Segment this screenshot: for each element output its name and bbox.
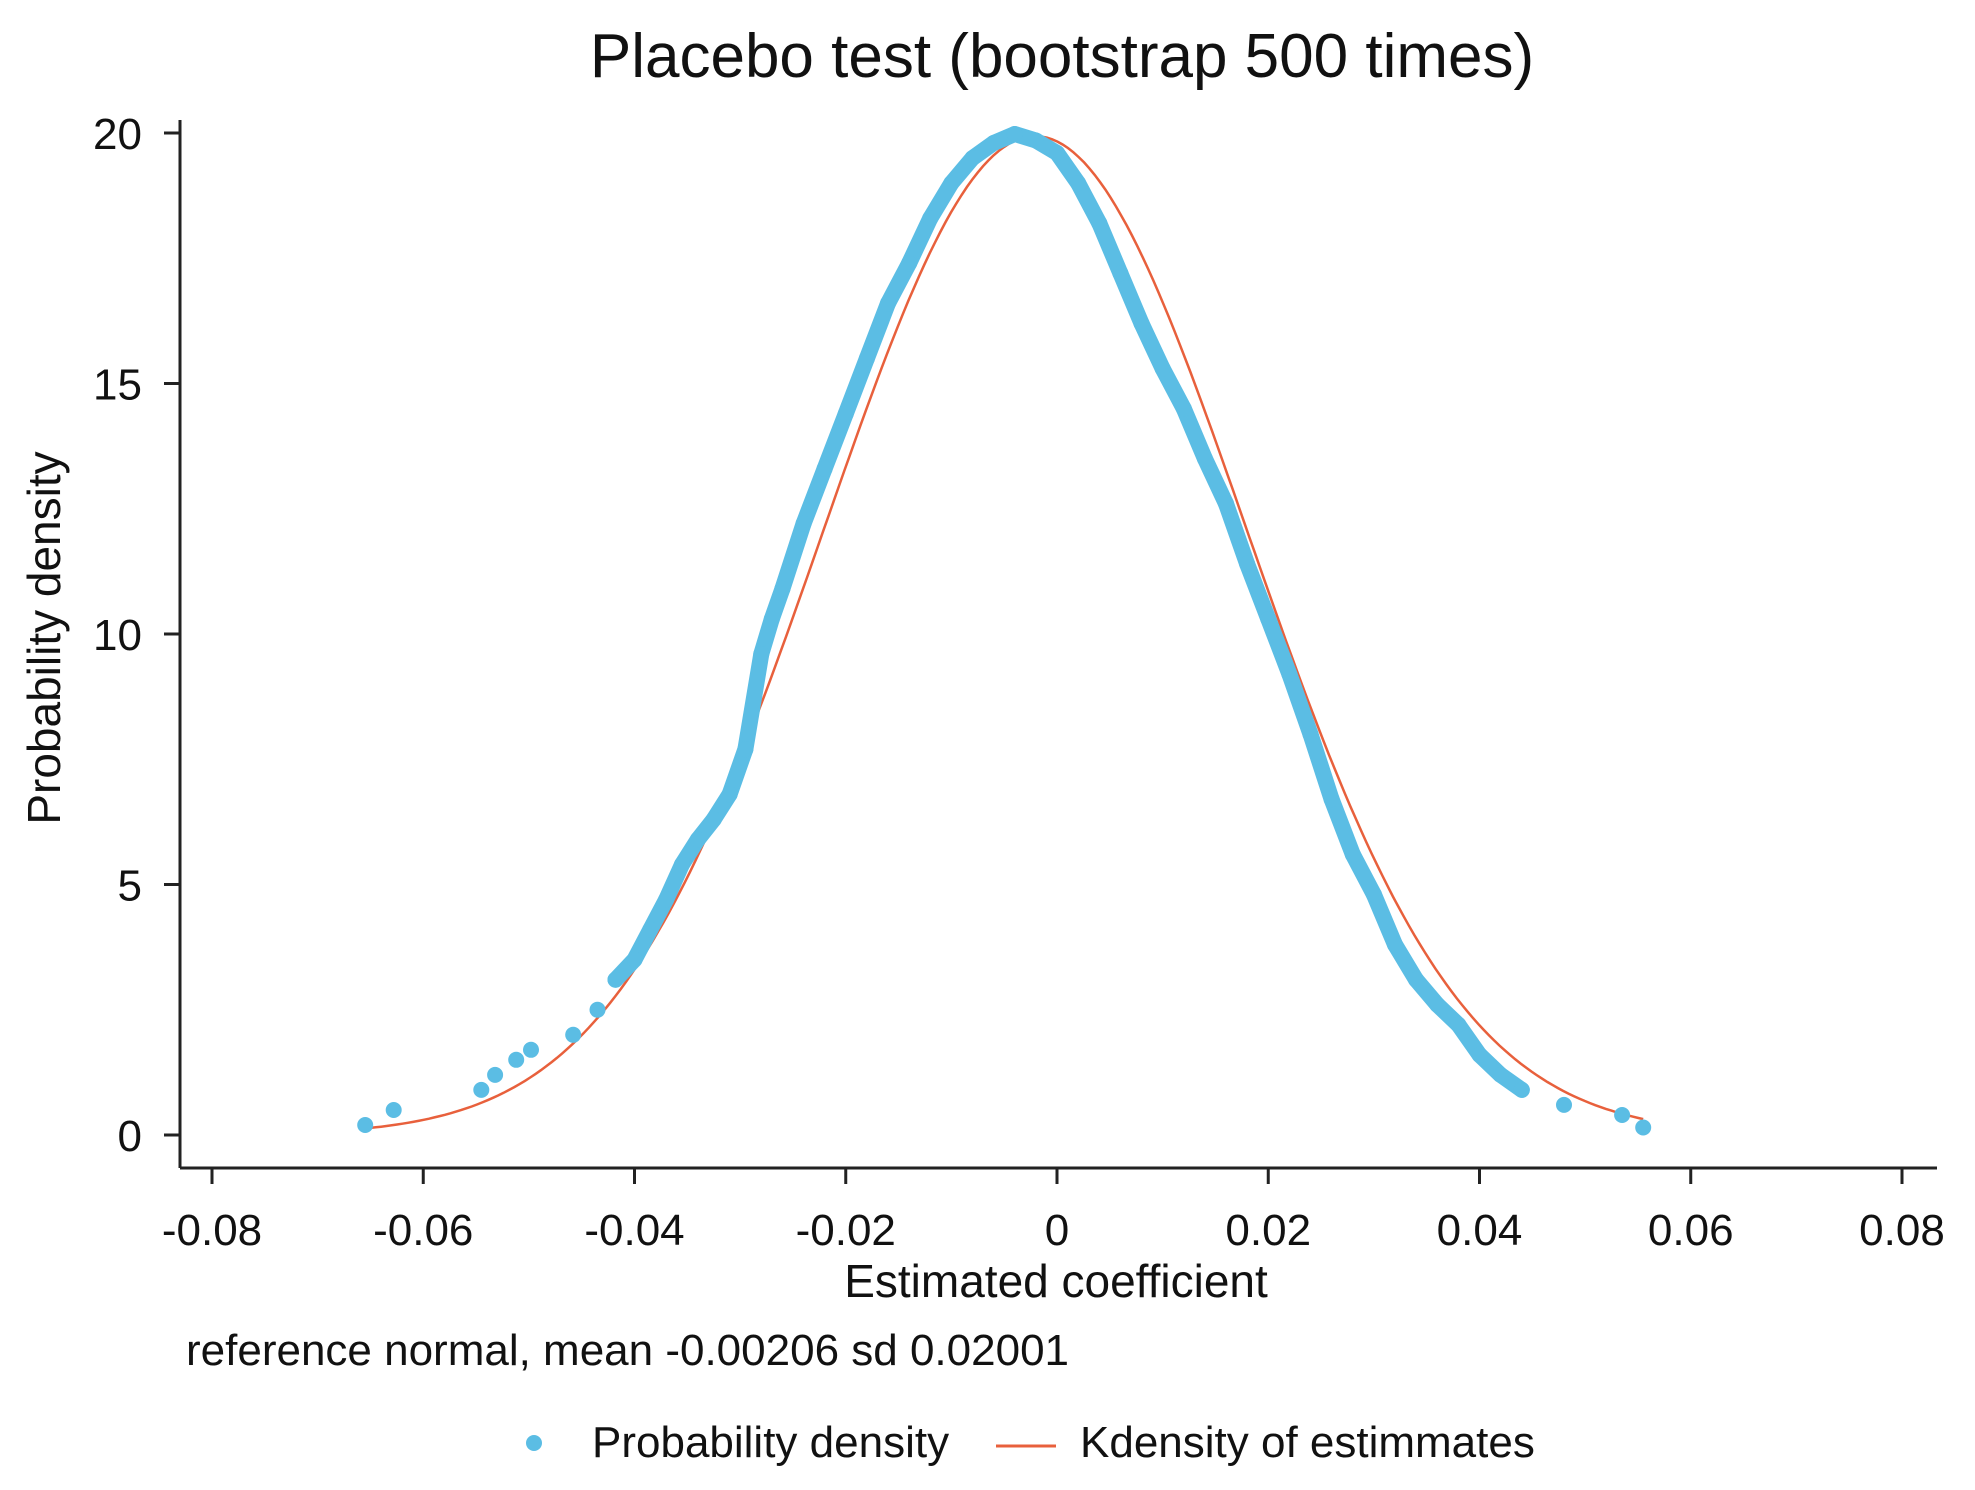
density-point <box>816 460 833 477</box>
y-tick-label: 10 <box>93 611 142 660</box>
density-point <box>642 921 659 938</box>
density-point <box>1260 611 1277 627</box>
density-point <box>1344 846 1361 863</box>
x-axis-label: Estimated coefficient <box>844 1255 1268 1307</box>
density-point <box>1513 1081 1530 1098</box>
y-axis-label: Probability density <box>18 451 70 824</box>
x-tick-label: -0.06 <box>373 1206 473 1255</box>
density-point <box>1154 360 1171 377</box>
density-point <box>1006 126 1023 142</box>
density-point <box>880 295 896 312</box>
y-tick-label: 15 <box>93 361 142 410</box>
density-point <box>689 831 706 848</box>
density-point <box>795 515 812 532</box>
density-point <box>1049 145 1065 161</box>
density-point <box>1635 1119 1652 1136</box>
density-point <box>565 1026 582 1043</box>
density-point <box>705 811 722 828</box>
density-point <box>1133 315 1150 332</box>
x-tick-label: 0.08 <box>1859 1206 1945 1255</box>
legend-marker-probability-density <box>526 1435 542 1451</box>
density-point <box>1218 495 1234 512</box>
kdensity-line <box>365 134 1644 1130</box>
y-tick-label: 5 <box>118 862 142 911</box>
y-axis-ticks: 0 5 10 15 20 <box>93 110 180 1161</box>
density-point <box>1556 1096 1572 1113</box>
x-axis-ticks: -0.08 -0.06 -0.04 -0.02 0 0.02 0.04 0.06 0.08 <box>162 1168 1945 1255</box>
chart-title: Placebo test (bootstrap 500 times) <box>590 22 1534 91</box>
density-point <box>1281 666 1298 683</box>
density-point <box>1614 1107 1631 1123</box>
y-tick-label: 20 <box>93 110 142 159</box>
probability-density-series <box>357 126 1652 1136</box>
density-point <box>1091 215 1108 232</box>
legend-label-probability-density: Probability density <box>592 1418 949 1467</box>
density-point <box>1070 175 1087 192</box>
density-point <box>721 786 738 803</box>
x-tick-label: 0.04 <box>1437 1206 1523 1255</box>
density-point <box>1027 132 1044 149</box>
density-point <box>964 150 981 167</box>
density-point <box>922 210 939 227</box>
density-point <box>1450 1016 1467 1033</box>
x-tick-label: 0.06 <box>1648 1206 1734 1255</box>
reference-note: reference normal, mean -0.00206 sd 0.020… <box>186 1326 1069 1375</box>
density-point <box>473 1081 490 1098</box>
density-point <box>1196 450 1213 467</box>
density-point <box>385 1102 402 1118</box>
x-tick-label: -0.08 <box>162 1206 262 1255</box>
density-point <box>1408 971 1425 988</box>
legend-label-kdensity: Kdensity of estimmates <box>1080 1418 1535 1467</box>
density-point <box>607 971 624 988</box>
density-point <box>357 1117 374 1133</box>
density-point <box>737 741 754 758</box>
density-point <box>1323 791 1340 808</box>
y-tick-label: 0 <box>118 1112 142 1161</box>
density-point <box>1302 726 1319 743</box>
legend: Probability density Kdensity of estimmat… <box>526 1418 1535 1467</box>
x-tick-label: 0 <box>1045 1206 1069 1255</box>
density-point <box>943 175 960 192</box>
density-point <box>1175 400 1192 417</box>
density-point <box>1429 996 1446 1013</box>
density-band <box>607 126 1530 1098</box>
density-point <box>753 646 770 662</box>
density-point <box>901 255 918 272</box>
x-tick-label: -0.02 <box>796 1206 896 1255</box>
density-point <box>658 891 675 908</box>
density-point <box>774 580 791 597</box>
density-point <box>858 350 875 367</box>
density-point <box>1365 886 1382 903</box>
density-point <box>523 1041 539 1058</box>
density-point <box>674 856 690 873</box>
density-point <box>508 1051 525 1068</box>
density-point <box>589 1001 606 1018</box>
density-point <box>487 1066 504 1083</box>
x-tick-label: 0.02 <box>1225 1206 1311 1255</box>
density-point <box>1239 555 1256 572</box>
x-tick-label: -0.04 <box>584 1206 684 1255</box>
density-point <box>626 951 643 968</box>
density-point <box>1471 1046 1488 1063</box>
density-point <box>985 135 1002 151</box>
density-point <box>763 611 780 627</box>
density-point <box>1387 936 1403 953</box>
density-point <box>1112 265 1129 282</box>
density-point <box>837 405 854 422</box>
density-point <box>1492 1066 1509 1083</box>
